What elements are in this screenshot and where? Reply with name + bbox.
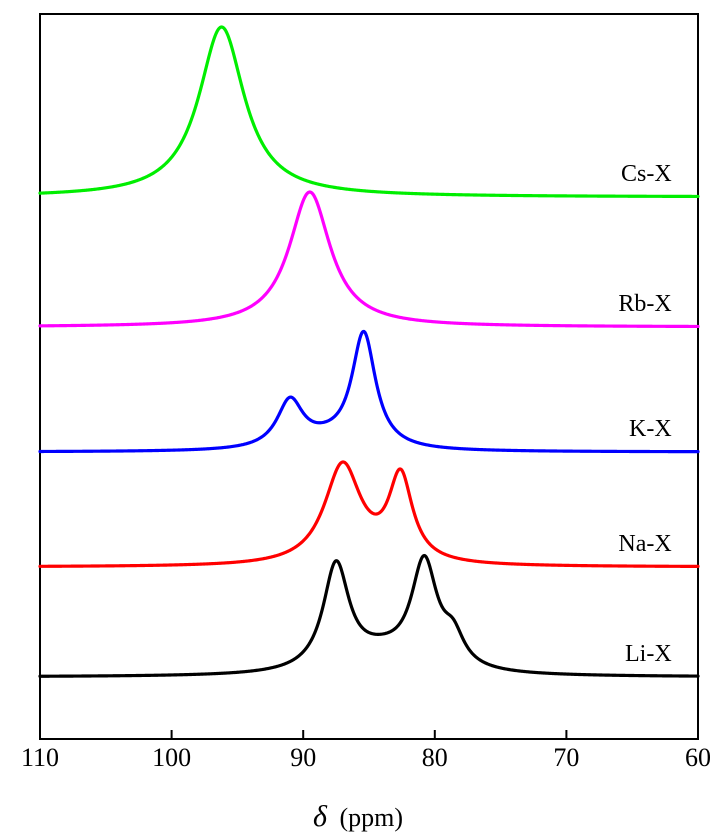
series-label-k-x: K-X — [629, 416, 672, 442]
x-tick-label: 70 — [553, 743, 579, 772]
x-tick-label: 60 — [685, 743, 711, 772]
series-line-rb-x — [38, 190, 700, 329]
spectra-traces — [38, 25, 700, 678]
x-tick-label: 80 — [422, 743, 448, 772]
series-label-na-x: Na-X — [618, 531, 671, 557]
series-labels: Li-X Na-X K-X Rb-X Cs-X — [618, 161, 671, 667]
series-line-cs-x — [38, 25, 700, 199]
x-axis-unit: (ppm) — [339, 803, 403, 832]
series-line-na-x — [38, 460, 700, 569]
x-axis-title: δ (ppm) — [313, 800, 403, 833]
series-label-li-x: Li-X — [625, 641, 672, 667]
x-axis-symbol: δ — [313, 800, 328, 833]
x-axis-ticks: 110 100 90 80 70 60 — [21, 730, 711, 772]
x-tick-label: 110 — [21, 743, 59, 772]
plot-frame — [39, 13, 699, 740]
series-line-k-x — [38, 329, 700, 454]
series-label-cs-x: Cs-X — [621, 161, 672, 187]
series-label-rb-x: Rb-X — [618, 291, 671, 317]
series-line-li-x — [38, 553, 700, 678]
x-tick-label: 90 — [290, 743, 316, 772]
x-tick-label: 100 — [152, 743, 191, 772]
